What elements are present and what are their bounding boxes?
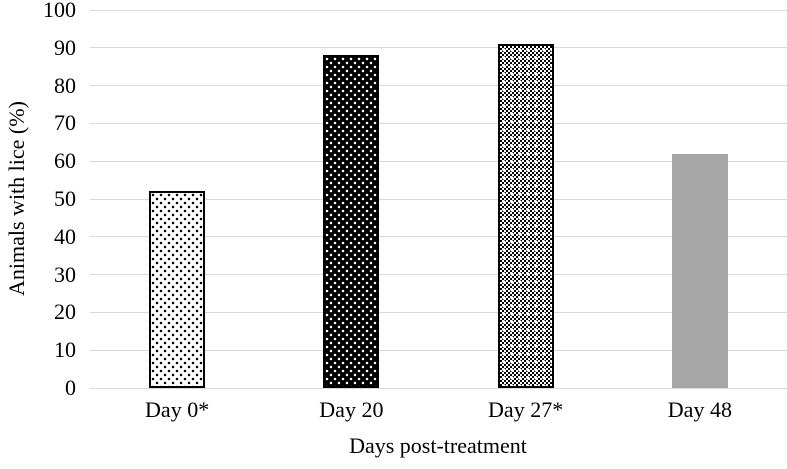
gridline [90, 349, 787, 351]
y-tick-label: 50 [54, 186, 76, 211]
y-tick-label: 40 [54, 223, 76, 249]
plot-area [90, 9, 787, 389]
gridline [90, 387, 787, 389]
gridline [90, 236, 787, 238]
bar-day-20 [323, 55, 380, 388]
gridline [90, 311, 787, 313]
y-tick-label: 100 [43, 0, 76, 22]
y-tick-label: 90 [54, 34, 76, 60]
gridline [90, 122, 787, 124]
gridline [90, 47, 787, 49]
gridline [90, 198, 787, 200]
gridline [90, 160, 787, 162]
y-tick-label: 60 [54, 148, 76, 174]
y-tick-label: 80 [54, 72, 76, 98]
bar-day-48 [671, 153, 728, 388]
y-tick-label: 0 [65, 375, 76, 400]
y-tick-label: 10 [54, 337, 76, 363]
x-category-label: Day 48 [667, 397, 732, 422]
x-axis-title: Days post-treatment [349, 433, 527, 458]
bar-day-27 [497, 44, 554, 388]
y-tick-label: 20 [54, 299, 76, 325]
x-category-label: Day 0* [145, 397, 210, 422]
y-tick-label: 30 [54, 261, 76, 287]
x-category-label: Day 20 [319, 397, 384, 422]
bar-day-0 [149, 191, 206, 388]
gridline [90, 9, 787, 11]
gridline [90, 85, 787, 87]
y-tick-label: 70 [54, 110, 76, 136]
x-category-label: Day 27* [488, 397, 564, 422]
gridline [90, 274, 787, 276]
